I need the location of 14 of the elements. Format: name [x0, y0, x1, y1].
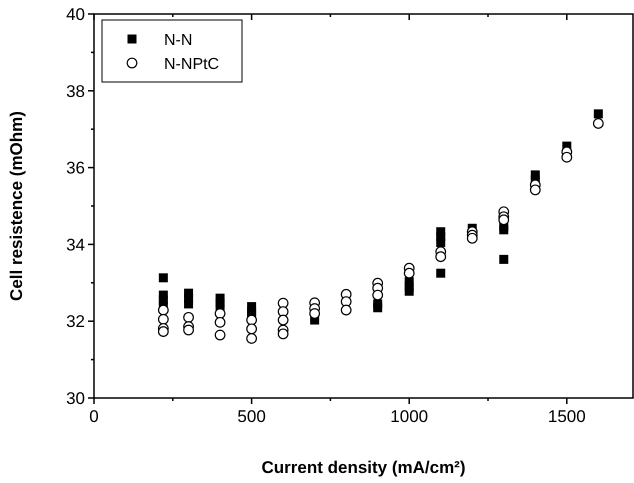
x-tick-label: 1000: [390, 407, 428, 426]
x-tick-label: 500: [237, 407, 266, 426]
legend-label: N-N: [164, 32, 192, 49]
y-axis-title: Cell resistence (mOhm): [7, 111, 26, 301]
x-tick-label: 1500: [548, 407, 586, 426]
x-tick-label: 0: [89, 407, 99, 426]
y-tick-label: 30: [66, 389, 85, 408]
y-tick-label: 34: [66, 235, 85, 254]
x-axis-title: Current density (mA/cm²): [261, 458, 466, 477]
legend-label: N-NPtC: [164, 56, 220, 73]
y-tick-label: 36: [66, 158, 85, 178]
y-tick-label: 40: [66, 5, 85, 24]
y-tick-label: 32: [66, 312, 85, 332]
y-tick-label: 38: [66, 82, 85, 101]
